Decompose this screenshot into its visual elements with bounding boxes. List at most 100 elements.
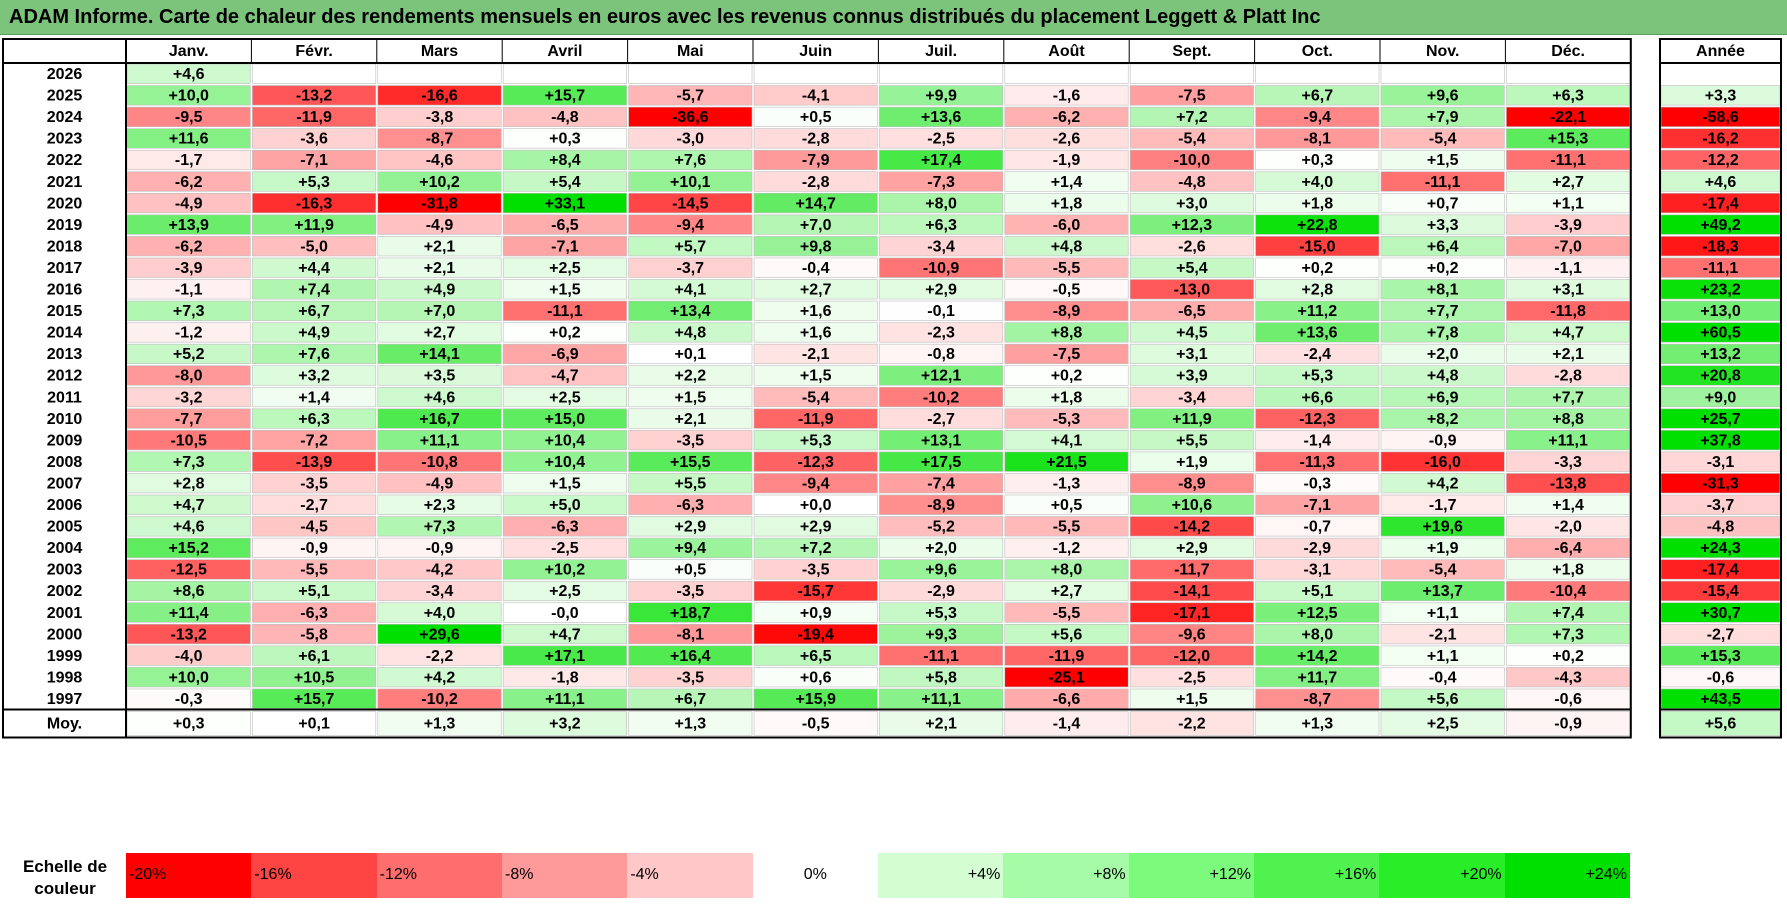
year-label: 2022 [47, 152, 83, 169]
month-header: Mars [421, 43, 458, 60]
cell-value: -11,1 [923, 648, 959, 665]
cell-value: -8,0 [175, 368, 203, 385]
heatmap-cell [1255, 602, 1380, 623]
heatmap-cell [1506, 63, 1631, 84]
heatmap-cell [1255, 300, 1380, 321]
cell-value: +4,0 [424, 605, 456, 622]
heatmap-cell [1255, 451, 1380, 472]
average-cell [1255, 711, 1380, 736]
heatmap-cell [1129, 451, 1254, 472]
cell-value: -6,2 [175, 238, 203, 255]
year-label: 2017 [47, 260, 83, 277]
cell-value: +1,4 [1051, 174, 1083, 191]
year-label: 2013 [47, 346, 83, 363]
heatmap-cell [1380, 106, 1505, 127]
cell-value: -36,6 [672, 109, 709, 126]
cell-value: -3,5 [300, 475, 328, 492]
heatmap-cell [1255, 473, 1380, 494]
month-header: Août [1048, 43, 1085, 60]
cell-value: +2,7 [1051, 583, 1083, 600]
cell-value: +5,1 [298, 583, 330, 600]
heatmap-cell [252, 494, 377, 515]
heatmap-cell [879, 580, 1004, 602]
heatmap-cell [377, 494, 502, 515]
heatmap-cell [628, 279, 753, 300]
year-label: 2026 [47, 66, 83, 83]
average-cell [1004, 711, 1129, 736]
annual-value: +25,7 [1700, 411, 1741, 428]
cell-value: -4,2 [426, 562, 454, 579]
heatmap-cell [1255, 537, 1380, 558]
year-label: 2007 [47, 475, 83, 492]
cell-value: -2,7 [300, 497, 328, 514]
annual-value: -4,8 [1707, 519, 1735, 536]
color-scale-stop: -4% [627, 853, 753, 898]
heatmap-cell [1129, 193, 1254, 214]
heatmap-cell [502, 537, 627, 558]
heatmap-cell [879, 537, 1004, 558]
heatmap-cell [1129, 623, 1254, 645]
heatmap-cell [628, 473, 753, 494]
heatmap-cell [252, 193, 377, 214]
heatmap-cell [1004, 386, 1129, 408]
cell-value: +2,1 [424, 260, 456, 277]
heatmap-cell [377, 63, 502, 84]
cell-value: +2,3 [424, 497, 456, 514]
heatmap-cell [1004, 580, 1129, 602]
cell-value: +13,4 [670, 303, 711, 320]
year-label: 2020 [47, 195, 83, 212]
annual-value: +20,8 [1700, 368, 1741, 385]
average-cell [252, 711, 377, 736]
cell-value: +5,0 [549, 497, 581, 514]
heatmap-cell [1129, 516, 1254, 537]
cell-value: -3,4 [927, 238, 955, 255]
cell-value: +4,6 [173, 66, 205, 83]
heatmap-cell [252, 343, 377, 364]
cell-value: +4,0 [1302, 174, 1334, 191]
heatmap-cell [1004, 128, 1129, 149]
average-value: -2,2 [1178, 716, 1206, 733]
heatmap-cell [502, 602, 627, 623]
cell-value: -6,0 [1053, 217, 1081, 234]
cell-value: +14,7 [795, 195, 836, 212]
cell-value: +2,9 [800, 519, 832, 536]
heatmap-cell [1380, 623, 1505, 645]
heatmap-cell [1129, 494, 1254, 515]
year-label: 2008 [47, 454, 83, 471]
heatmap-cell [377, 365, 502, 386]
heatmap-cell [502, 214, 627, 235]
heatmap-cell [1004, 645, 1129, 666]
cell-value: -16,6 [421, 88, 458, 105]
cell-value: +5,2 [173, 346, 205, 363]
heatmap-cell [753, 516, 878, 537]
average-value: +0,3 [173, 716, 205, 733]
cell-value: +15,2 [168, 540, 209, 557]
average-cell [126, 711, 251, 736]
cell-value: -4,8 [551, 109, 579, 126]
cell-value: -8,7 [426, 131, 454, 148]
heatmap-cell [879, 193, 1004, 214]
color-scale-stop: -20% [126, 853, 252, 898]
heatmap-cell [1004, 193, 1129, 214]
cell-value: +1,9 [1427, 540, 1459, 557]
heatmap-cell [1380, 516, 1505, 537]
heatmap-cell [879, 300, 1004, 321]
cell-value: +17,5 [921, 454, 962, 471]
heatmap-cell [502, 365, 627, 386]
annual-value: +30,7 [1700, 605, 1741, 622]
color-scale-stop: +16% [1253, 853, 1380, 898]
cell-value: -6,3 [300, 605, 328, 622]
cell-value: -9,4 [1304, 109, 1332, 126]
heatmap-cell [753, 473, 878, 494]
heatmap-cell [1255, 430, 1380, 451]
month-header: Juil. [925, 43, 957, 60]
heatmap-cell [252, 473, 377, 494]
average-value: -1,4 [1053, 716, 1081, 733]
heatmap-cell [377, 516, 502, 537]
cell-value: -4,5 [300, 519, 328, 536]
cell-value: +11,2 [1297, 303, 1337, 320]
heatmap-cell [1004, 494, 1129, 515]
year-label: 2014 [47, 325, 83, 342]
cell-value: -10,8 [421, 454, 458, 471]
